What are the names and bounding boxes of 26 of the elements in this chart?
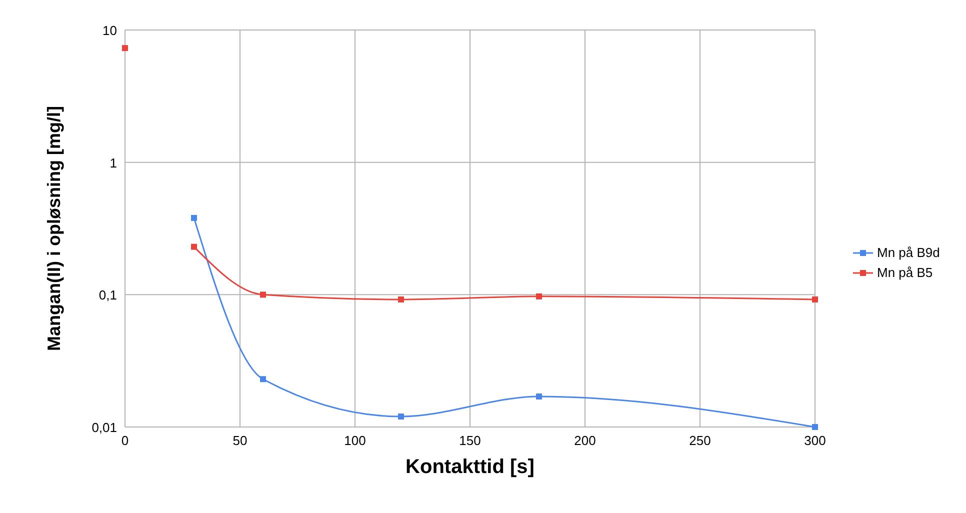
point <box>191 244 197 250</box>
point <box>536 293 542 300</box>
point <box>812 424 818 430</box>
x-tick-label: 150 <box>459 433 481 448</box>
point <box>398 296 404 302</box>
point <box>191 214 197 221</box>
x-tick-label: 0 <box>121 433 129 448</box>
y-tick-label: 0,1 <box>98 288 117 303</box>
point <box>260 376 266 382</box>
point <box>812 296 818 302</box>
legend-label: Mn på B9d <box>877 245 940 260</box>
y-tick-label: 10 <box>102 23 117 38</box>
y-tick-label: 1 <box>110 155 117 170</box>
x-tick-label: 300 <box>804 433 826 448</box>
x-tick-label: 250 <box>689 433 711 448</box>
x-axis-title: Kontakttid [s] <box>406 456 534 478</box>
x-tick-label: 200 <box>574 433 596 448</box>
x-tick-label: 100 <box>344 433 366 448</box>
x-tick-label: 50 <box>232 433 248 448</box>
legend-label: Mn på B5 <box>877 265 933 280</box>
y-axis-title: Mangan(II) i opløsning [mg/l] <box>44 106 64 351</box>
y-tick-label: 0,01 <box>92 420 117 435</box>
point <box>398 414 404 420</box>
point <box>122 45 128 52</box>
point <box>536 394 542 400</box>
point <box>260 292 266 298</box>
